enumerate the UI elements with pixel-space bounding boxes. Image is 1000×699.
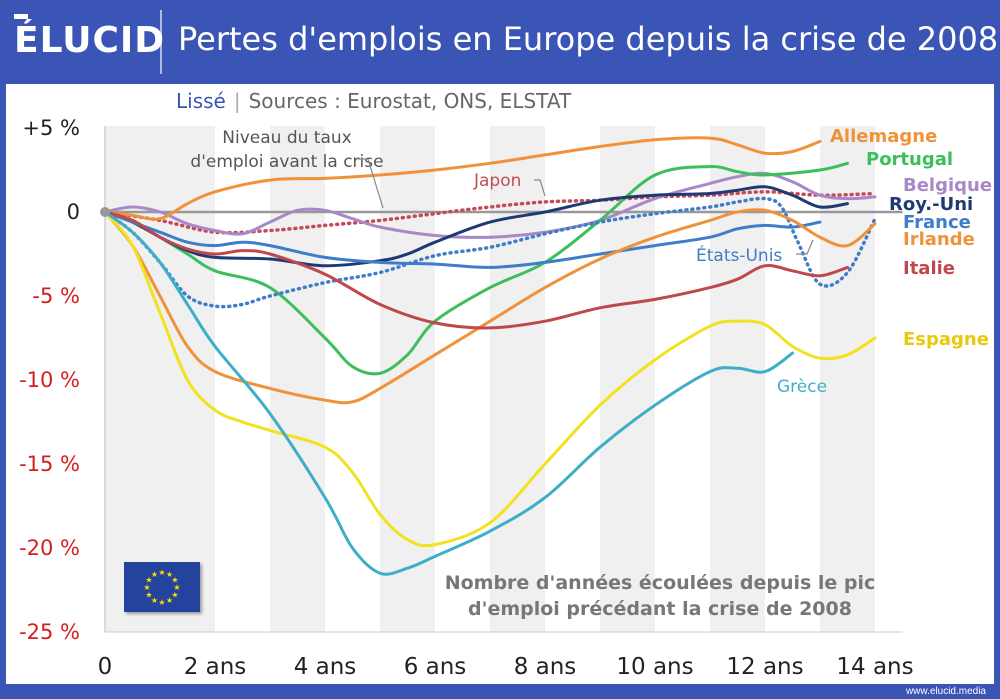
series-line-france: [103, 210, 822, 269]
y-tick-label: 0: [67, 200, 80, 224]
eu-star-icon: ★: [166, 596, 173, 605]
japon-leader-line: [534, 179, 546, 197]
y-tick-label: -10 %: [19, 368, 80, 392]
eu-star-icon: ★: [158, 598, 165, 607]
header-divider: [160, 10, 162, 74]
chart-title: Pertes d'emplois en Europe depuis la cri…: [178, 20, 999, 58]
x-tick-label: 8 ans: [514, 654, 577, 680]
eu-star-icon: ★: [151, 570, 158, 579]
year-band: [270, 126, 325, 632]
series-line-irlande: [103, 208, 877, 405]
x-tick-label: 2 ans: [184, 654, 247, 680]
series-line-portugal: [103, 161, 849, 376]
eu-star-icon: ★: [145, 591, 152, 600]
year-band: [820, 126, 875, 632]
series-label: Belgique: [903, 175, 992, 196]
eu-flag-icon: ★ ★ ★ ★ ★ ★ ★ ★ ★ ★ ★ ★: [124, 562, 200, 612]
series-label: États-Unis: [696, 244, 782, 266]
series-line-italie: [103, 210, 849, 330]
x-tick-label: 4 ans: [294, 654, 357, 680]
header: ÉLUCID Pertes d'emplois en Europe depuis…: [0, 0, 1000, 84]
series-line-grèce: [103, 210, 794, 576]
logo-accent: [14, 14, 28, 19]
reference-label: Niveau du taux: [222, 128, 351, 148]
series-label: Allemagne: [830, 126, 937, 147]
series-label: Espagne: [903, 329, 989, 350]
series-line-roy-uni: [103, 185, 849, 268]
chart-subtitle: Lissé | Sources : Eurostat, ONS, ELSTAT: [176, 89, 572, 113]
origin-point: [100, 207, 110, 217]
series-label: Grèce: [777, 377, 827, 397]
smoothed-label: Lissé: [176, 89, 226, 113]
eu-star-icon: ★: [171, 591, 178, 600]
series-line-allemagne: [103, 136, 822, 221]
reference-label: d'emploi avant la crise: [190, 152, 383, 172]
year-band: [380, 126, 435, 632]
x-tick-label: 0: [98, 654, 113, 680]
reference-leader-line: [358, 158, 384, 209]
footer-url: www.elucid.media: [905, 686, 986, 697]
series-label: Japon: [473, 171, 521, 191]
y-tick-label: -20 %: [19, 536, 80, 560]
x-axis-description: Nombre d'années écoulées depuis le pic: [445, 572, 876, 594]
eu-star-icon: ★: [151, 596, 158, 605]
eu-star-icon: ★: [166, 570, 173, 579]
year-band: [105, 126, 160, 632]
series-label: Roy.-Uni: [889, 194, 973, 215]
eu-star-icon: ★: [158, 568, 165, 577]
eu-star-icon: ★: [171, 576, 178, 585]
x-tick-label: 14 ans: [836, 654, 913, 680]
us-leader-line: [796, 239, 814, 255]
logo: ÉLUCID: [14, 20, 166, 61]
eu-star-icon: ★: [145, 576, 152, 585]
eu-star-icon: ★: [173, 583, 180, 592]
x-tick-label: 12 ans: [726, 654, 803, 680]
eu-star-icon: ★: [143, 583, 150, 592]
year-band: [490, 126, 545, 632]
x-tick-label: 10 ans: [616, 654, 693, 680]
series-label: Portugal: [866, 149, 953, 170]
series-label: Italie: [903, 258, 955, 279]
series-label: Irlande: [903, 229, 975, 250]
y-tick-label: -15 %: [19, 452, 80, 476]
series-line-espagne: [103, 210, 877, 548]
x-axis-description: d'emploi précédant la crise de 2008: [468, 598, 852, 620]
x-tick-label: 6 ans: [404, 654, 467, 680]
sources-label: Sources : Eurostat, ONS, ELSTAT: [248, 89, 572, 113]
series-line-états-unis: [103, 196, 877, 309]
series-label: France: [903, 212, 971, 233]
y-tick-label: -5 %: [32, 284, 80, 308]
y-tick-label: +5 %: [22, 116, 80, 140]
y-tick-label: -25 %: [19, 620, 80, 644]
